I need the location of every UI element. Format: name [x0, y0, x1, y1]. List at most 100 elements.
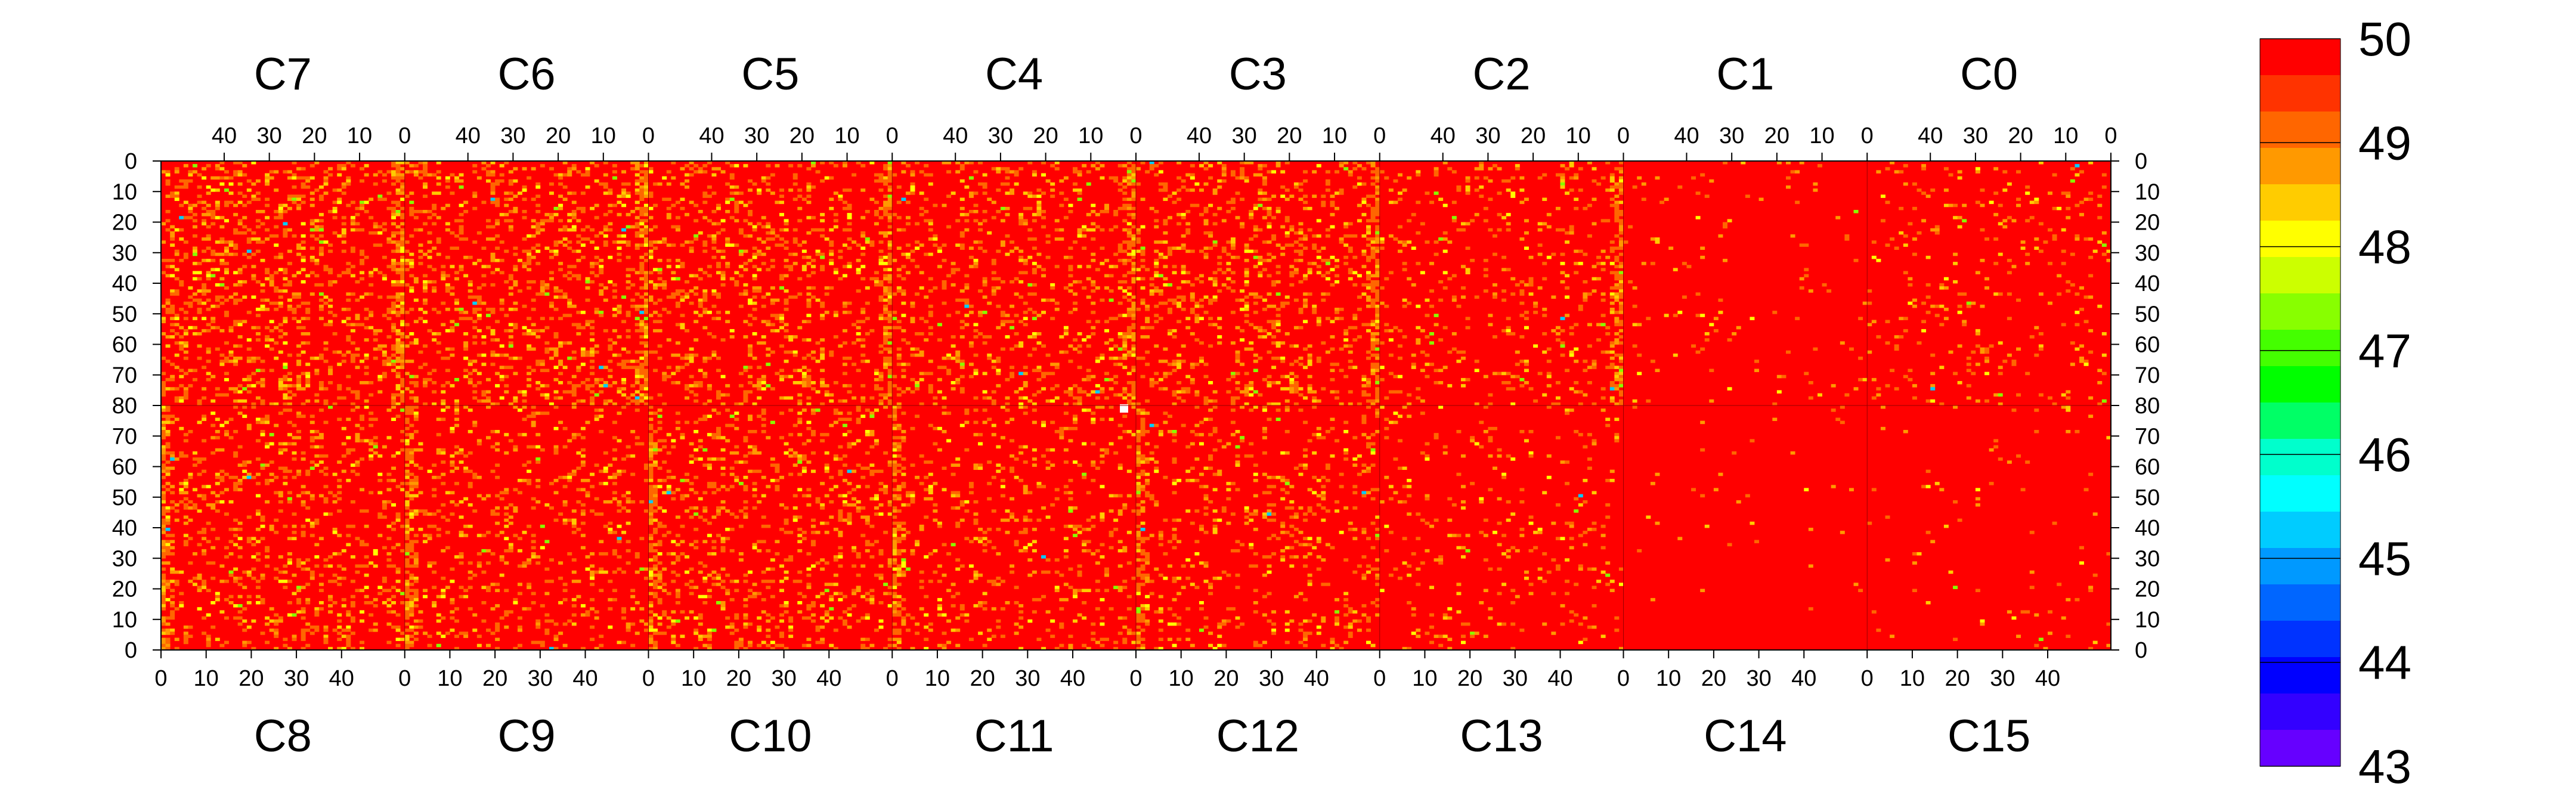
heatmap-cell — [734, 164, 739, 168]
heatmap-cell — [400, 311, 405, 314]
heatmap-cell — [1293, 326, 1299, 330]
heatmap-cell — [1375, 387, 1380, 391]
heatmap-cell — [1298, 357, 1304, 360]
heatmap-cell — [192, 249, 197, 253]
heatmap-cell — [959, 390, 965, 394]
heatmap-cell — [675, 277, 680, 281]
heatmap-cell — [219, 363, 225, 366]
heatmap-cell — [382, 173, 387, 177]
heatmap-cell — [887, 369, 893, 373]
heatmap-cell — [1126, 161, 1132, 165]
heatmap-cell — [959, 167, 965, 171]
heatmap-cell — [436, 216, 441, 219]
heatmap-cell — [643, 203, 649, 208]
heatmap-cell — [599, 314, 604, 317]
heatmap-cell — [183, 357, 188, 360]
heatmap-cell — [1335, 206, 1340, 210]
heatmap-cell — [454, 402, 459, 406]
heatmap-cell — [1312, 304, 1317, 308]
heatmap-cell — [792, 176, 798, 180]
heatmap-cell — [639, 369, 645, 373]
heatmap-cell — [558, 176, 564, 180]
heatmap-cell — [887, 317, 893, 320]
heatmap-cell — [590, 347, 595, 351]
heatmap-cell — [693, 381, 699, 385]
heatmap-cell — [599, 390, 604, 394]
heatmap-cell — [1077, 188, 1082, 192]
heatmap-cell — [476, 353, 482, 357]
heatmap-cell — [639, 357, 645, 360]
heatmap-cell — [1131, 216, 1137, 219]
heatmap-cell — [643, 384, 649, 388]
heatmap-cell — [1433, 167, 1439, 171]
heatmap-cell — [626, 274, 631, 278]
heatmap-cell — [1023, 371, 1028, 376]
heatmap-cell — [1063, 402, 1069, 406]
heatmap-cell — [643, 176, 649, 180]
heatmap-cell — [269, 277, 274, 281]
heatmap-cell — [738, 252, 744, 256]
heatmap-cell — [553, 295, 559, 299]
heatmap-cell — [1077, 197, 1082, 202]
heatmap-cell — [1339, 308, 1344, 311]
heatmap-cell — [436, 252, 441, 256]
heatmap-cell — [472, 360, 478, 363]
heatmap-cell — [603, 161, 608, 165]
heatmap-cell — [1578, 188, 1583, 192]
heatmap-cell — [1190, 298, 1195, 302]
heatmap-cell — [1122, 262, 1128, 265]
heatmap-cell — [1158, 317, 1163, 320]
heatmap-cell — [1280, 246, 1286, 250]
heatmap-cell — [1565, 167, 1570, 171]
heatmap-cell — [617, 363, 622, 366]
heatmap-cell — [590, 396, 595, 400]
heatmap-cell — [1235, 216, 1240, 219]
heatmap-cell — [463, 374, 469, 379]
heatmap-cell — [1402, 298, 1407, 302]
heatmap-cell — [612, 314, 617, 317]
heatmap-cell — [459, 231, 464, 235]
heatmap-cell — [1479, 161, 1484, 165]
heatmap-cell — [842, 371, 847, 376]
heatmap-cell — [346, 268, 351, 271]
heatmap-cell — [612, 283, 617, 287]
heatmap-cell — [1077, 231, 1082, 235]
heatmap-cell — [432, 173, 437, 177]
heatmap-cell — [540, 219, 545, 222]
heatmap-cell — [219, 329, 225, 333]
heatmap-cell — [887, 332, 893, 336]
heatmap-cell — [1614, 295, 1620, 299]
heatmap-cell — [486, 390, 491, 394]
heatmap-cell — [806, 274, 812, 278]
heatmap-cell — [382, 353, 387, 357]
heatmap-cell — [1063, 332, 1069, 336]
heatmap-cell — [174, 399, 179, 403]
heatmap-cell — [634, 164, 640, 168]
heatmap-cell — [860, 360, 866, 363]
heatmap-cell — [441, 402, 446, 406]
heatmap-cell — [391, 234, 397, 238]
heatmap-cell — [1113, 374, 1119, 379]
heatmap-cell — [928, 332, 933, 336]
heatmap-cell — [1510, 191, 1516, 195]
heatmap-cell — [1375, 280, 1380, 284]
heatmap-cell — [883, 329, 888, 333]
heatmap-cell — [662, 377, 667, 382]
heatmap-cell — [549, 402, 554, 406]
heatmap-cell — [887, 213, 893, 216]
heatmap-cell — [1005, 167, 1010, 171]
heatmap-cell — [360, 271, 365, 275]
heatmap-cell — [1131, 402, 1137, 406]
heatmap-cell — [603, 185, 608, 189]
heatmap-cell — [1574, 249, 1579, 253]
heatmap-cell — [242, 225, 247, 229]
heatmap-cell — [590, 353, 595, 357]
heatmap-cell — [1262, 329, 1267, 333]
heatmap-cell — [1005, 402, 1010, 406]
heatmap-cell — [1253, 225, 1258, 229]
heatmap-cell — [1366, 271, 1371, 275]
heatmap-cell — [1230, 246, 1236, 250]
heatmap-cell — [973, 396, 979, 400]
heatmap-cell — [950, 357, 956, 360]
heatmap-cell — [301, 185, 306, 189]
